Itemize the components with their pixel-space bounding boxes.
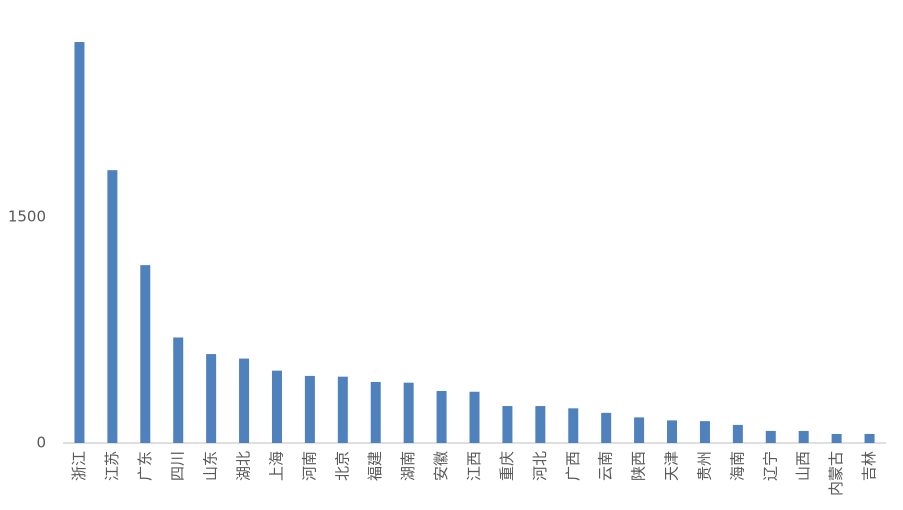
bar xyxy=(831,433,842,443)
x-tick-label: 重庆 xyxy=(498,451,516,481)
x-tick-label: 山西 xyxy=(794,451,812,481)
x-tick-label: 内蒙古 xyxy=(827,451,845,496)
x-tick-label: 陕西 xyxy=(630,451,648,481)
x-tick-label: 广东 xyxy=(136,451,154,481)
y-tick-label: 0 xyxy=(36,434,46,452)
bar xyxy=(634,417,645,443)
bar xyxy=(535,406,546,443)
bar xyxy=(304,375,315,443)
bar xyxy=(370,381,381,443)
x-tick-label: 广西 xyxy=(564,451,582,481)
bar xyxy=(765,430,776,443)
x-tick-label: 湖北 xyxy=(235,451,253,481)
bar xyxy=(699,421,710,443)
x-tick-label: 贵州 xyxy=(695,451,713,481)
bar xyxy=(667,420,678,443)
bar xyxy=(568,408,579,443)
x-tick-label: 湖南 xyxy=(399,451,417,481)
bar xyxy=(864,433,875,443)
bar xyxy=(239,358,250,443)
x-tick-label: 上海 xyxy=(267,451,285,481)
bar xyxy=(469,391,480,443)
x-tick-label: 辽宁 xyxy=(761,451,779,481)
x-tick-label: 江苏 xyxy=(103,451,121,481)
bar xyxy=(206,354,217,443)
x-tick-label: 北京 xyxy=(333,451,351,481)
x-tick-label: 福建 xyxy=(366,451,384,481)
bar xyxy=(74,42,85,443)
bar xyxy=(173,337,184,443)
x-tick-label: 海南 xyxy=(728,451,746,481)
bar xyxy=(436,390,447,443)
bar xyxy=(271,370,282,443)
x-tick-label: 天津 xyxy=(663,451,681,481)
x-tick-label: 四川 xyxy=(169,451,187,481)
x-tick-label: 河北 xyxy=(531,451,549,481)
x-tick-label: 浙江 xyxy=(70,451,88,481)
bar xyxy=(502,406,513,443)
bar xyxy=(403,382,414,443)
x-tick-label: 山东 xyxy=(202,451,220,481)
x-tick-label: 安徽 xyxy=(432,451,450,481)
x-tick-label: 江西 xyxy=(465,451,483,481)
bar xyxy=(140,265,151,443)
bar xyxy=(107,170,118,444)
y-tick-label: 1500 xyxy=(8,207,46,225)
x-tick-label: 云南 xyxy=(597,451,615,481)
bar xyxy=(732,424,743,443)
bar xyxy=(337,376,348,443)
bar xyxy=(601,412,612,443)
x-tick-label: 河南 xyxy=(300,451,318,481)
x-tick-label: 吉林 xyxy=(860,451,878,481)
bar xyxy=(798,430,809,443)
